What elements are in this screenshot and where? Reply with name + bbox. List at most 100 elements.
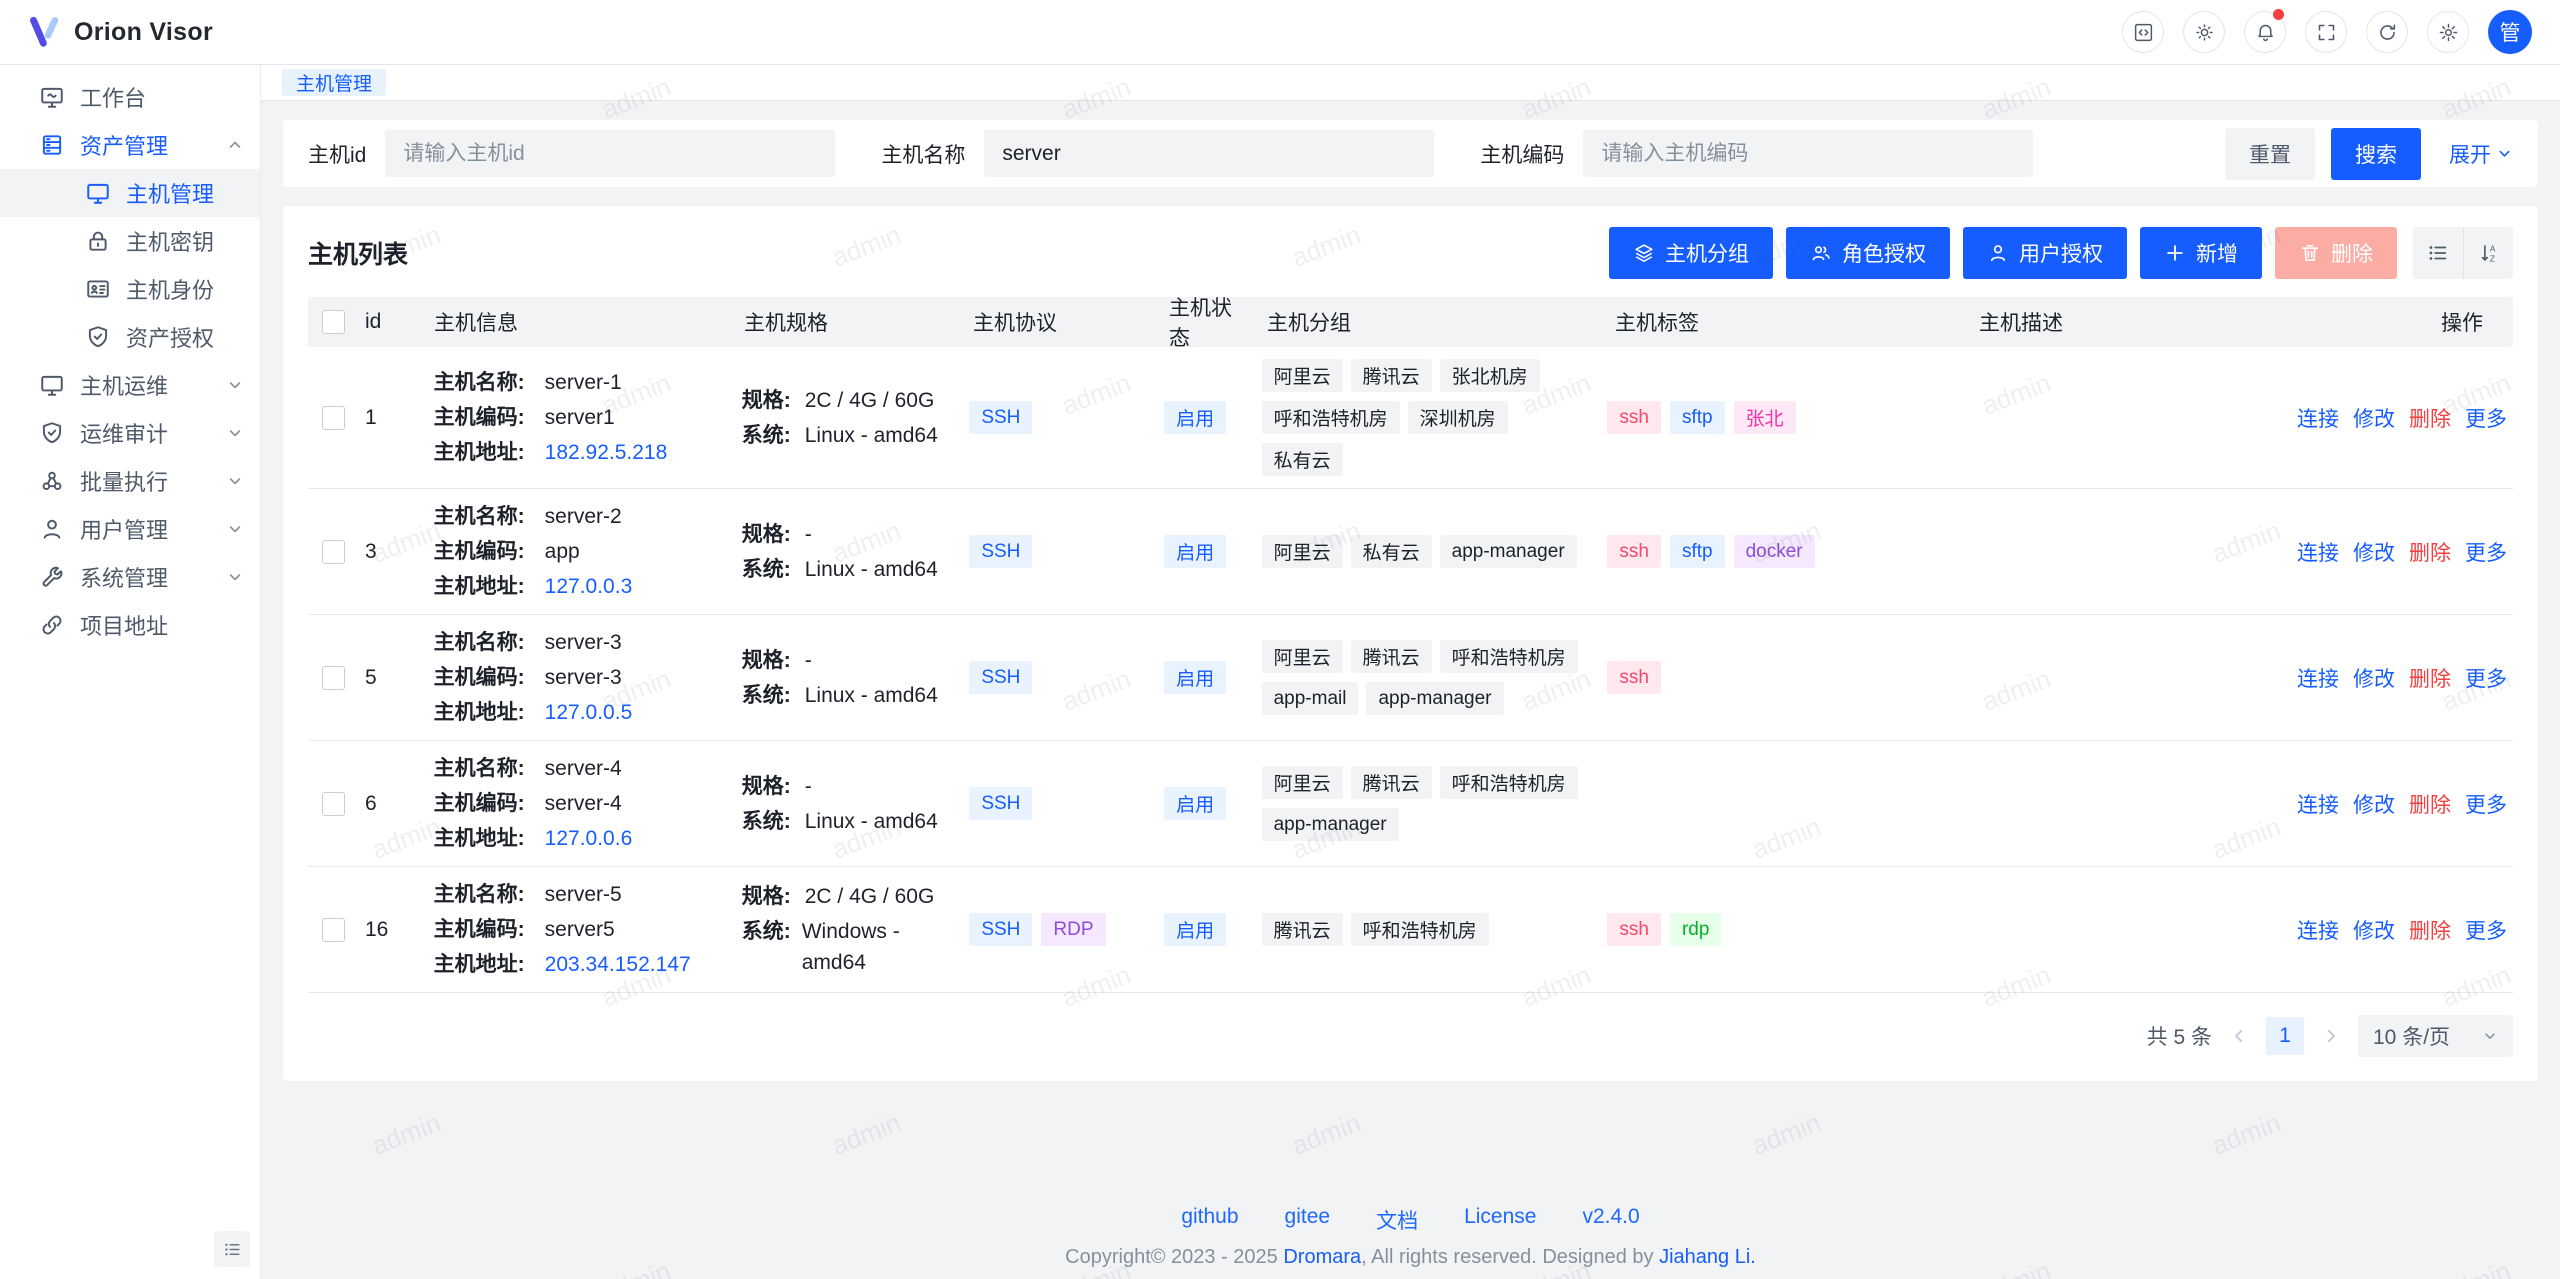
row-action-link[interactable]: 连接 bbox=[2297, 667, 2339, 691]
fullscreen-button[interactable] bbox=[2305, 11, 2347, 53]
tab-host-management[interactable]: 主机管理 bbox=[282, 69, 387, 96]
list-view-button[interactable] bbox=[2413, 227, 2463, 279]
row-action-link[interactable]: 删除 bbox=[2409, 541, 2451, 565]
sidebar-item-workbench[interactable]: 工作台 bbox=[0, 73, 260, 121]
row-action-link[interactable]: 更多 bbox=[2465, 407, 2507, 431]
host-address-link[interactable]: 203.34.152.147 bbox=[544, 953, 691, 976]
sidebar-item-host-management[interactable]: 主机管理 bbox=[0, 169, 260, 217]
sort-button[interactable] bbox=[2463, 227, 2513, 279]
dromara-link[interactable]: Dromara bbox=[1283, 1246, 1362, 1268]
code-button[interactable] bbox=[2122, 11, 2164, 53]
row-checkbox[interactable] bbox=[322, 917, 345, 942]
page-number-button[interactable]: 1 bbox=[2266, 1017, 2304, 1055]
plus-icon bbox=[2164, 242, 2186, 264]
host-name-input[interactable] bbox=[984, 130, 1435, 177]
row-action-link[interactable]: 修改 bbox=[2353, 407, 2395, 431]
notifications-button[interactable] bbox=[2244, 9, 2286, 53]
expand-link[interactable]: 展开 bbox=[2449, 139, 2513, 169]
cell-status: 启用 bbox=[1154, 535, 1251, 568]
gitee-link[interactable]: gitee bbox=[1284, 1205, 1331, 1228]
column-header-host-group: 主机分组 bbox=[1267, 312, 1351, 335]
protocol-chip: SSH bbox=[969, 787, 1033, 820]
row-action-link[interactable]: 连接 bbox=[2297, 541, 2339, 565]
row-action-link[interactable]: 删除 bbox=[2409, 919, 2451, 943]
sidebar-item-system-management[interactable]: 系统管理 bbox=[0, 553, 260, 601]
row-checkbox[interactable] bbox=[322, 665, 345, 690]
row-action-link[interactable]: 删除 bbox=[2409, 407, 2451, 431]
chevron-down-icon bbox=[226, 472, 244, 490]
sidebar-item-host-keys[interactable]: 主机密钥 bbox=[0, 217, 260, 265]
group-chip: 呼和浩特机房 bbox=[1261, 401, 1400, 434]
github-link[interactable]: github bbox=[1181, 1205, 1239, 1228]
add-button[interactable]: 新增 bbox=[2140, 227, 2262, 279]
host-code-label: 主机编码: bbox=[433, 666, 525, 689]
sidebar-item-asset-management[interactable]: 资产管理 bbox=[0, 121, 260, 169]
select-all-checkbox[interactable] bbox=[322, 310, 345, 334]
row-checkbox[interactable] bbox=[322, 539, 345, 564]
host-code-label: 主机编码: bbox=[433, 918, 525, 941]
row-action-link[interactable]: 连接 bbox=[2297, 793, 2339, 817]
sidebar-item-user-management[interactable]: 用户管理 bbox=[0, 505, 260, 553]
host-address-link[interactable]: 127.0.0.6 bbox=[544, 827, 633, 850]
theme-button[interactable] bbox=[2183, 11, 2225, 53]
host-group-button[interactable]: 主机分组 bbox=[1609, 227, 1773, 279]
delete-button[interactable]: 删除 bbox=[2275, 227, 2397, 279]
cell-protocols: SSH RDP bbox=[959, 913, 1154, 946]
user-authorization-button[interactable]: 用户授权 bbox=[1963, 227, 2127, 279]
cell-groups: 阿里云 腾讯云 呼和浩特机房 app-manager bbox=[1252, 766, 1598, 841]
row-action-link[interactable]: 修改 bbox=[2353, 793, 2395, 817]
version-link[interactable]: v2.4.0 bbox=[1582, 1205, 1640, 1228]
sidebar-item-batch-execution[interactable]: 批量执行 bbox=[0, 457, 260, 505]
row-action-link[interactable]: 更多 bbox=[2465, 919, 2507, 943]
row-checkbox[interactable] bbox=[322, 405, 345, 430]
brand[interactable]: Orion Visor bbox=[26, 14, 213, 50]
cell-tags: ssh bbox=[1597, 661, 1959, 694]
row-action-link[interactable]: 更多 bbox=[2465, 793, 2507, 817]
row-checkbox[interactable] bbox=[322, 791, 345, 816]
row-action-link[interactable]: 更多 bbox=[2465, 667, 2507, 691]
row-action-link[interactable]: 修改 bbox=[2353, 667, 2395, 691]
license-link[interactable]: License bbox=[1464, 1205, 1537, 1228]
row-action-link[interactable]: 删除 bbox=[2409, 793, 2451, 817]
trash-icon bbox=[2299, 242, 2321, 264]
row-action-link[interactable]: 删除 bbox=[2409, 667, 2451, 691]
row-action-link[interactable]: 修改 bbox=[2353, 919, 2395, 943]
previous-page-icon[interactable] bbox=[2229, 1026, 2249, 1046]
host-address-link[interactable]: 127.0.0.5 bbox=[544, 701, 633, 724]
sidebar-item-host-identity[interactable]: 主机身份 bbox=[0, 265, 260, 313]
sidebar-item-host-ops[interactable]: 主机运维 bbox=[0, 361, 260, 409]
role-authorization-button[interactable]: 角色授权 bbox=[1786, 227, 1950, 279]
sidebar-item-ops-audit[interactable]: 运维审计 bbox=[0, 409, 260, 457]
settings-button[interactable] bbox=[2427, 11, 2469, 53]
column-header-host-spec: 主机规格 bbox=[744, 312, 828, 335]
search-button[interactable]: 搜索 bbox=[2331, 127, 2421, 180]
host-name-label: 主机名称: bbox=[433, 757, 525, 780]
user-group-icon bbox=[1810, 242, 1832, 264]
row-action-link[interactable]: 连接 bbox=[2297, 407, 2339, 431]
row-action-link[interactable]: 连接 bbox=[2297, 919, 2339, 943]
sidebar-item-asset-authorization[interactable]: 资产授权 bbox=[0, 313, 260, 361]
host-code-label: 主机编码: bbox=[433, 406, 525, 429]
row-action-link[interactable]: 更多 bbox=[2465, 541, 2507, 565]
table-body: 1 主机名称: server-1 主机编码: server1 主机地址: 182.92… bbox=[308, 347, 2513, 993]
host-code-label: 主机编码: bbox=[433, 792, 525, 815]
host-address-link[interactable]: 127.0.0.3 bbox=[544, 575, 633, 598]
host-address-link[interactable]: 182.92.5.218 bbox=[544, 441, 668, 464]
host-code-input[interactable] bbox=[1583, 130, 2034, 177]
refresh-button[interactable] bbox=[2366, 11, 2408, 53]
header-actions: 管 bbox=[2122, 9, 2532, 54]
system-label: 系统: bbox=[741, 683, 791, 707]
author-link[interactable]: Jiahang Li. bbox=[1659, 1246, 1756, 1268]
group-chip: 深圳机房 bbox=[1407, 401, 1508, 434]
sidebar-collapse-button[interactable] bbox=[214, 1231, 250, 1267]
row-action-link[interactable]: 修改 bbox=[2353, 541, 2395, 565]
sort-az-icon bbox=[2478, 242, 2500, 264]
page-size-select[interactable]: 10 条/页 bbox=[2358, 1015, 2513, 1057]
sidebar-item-project-url[interactable]: 项目地址 bbox=[0, 601, 260, 649]
group-chip: 阿里云 bbox=[1261, 535, 1343, 568]
host-id-input[interactable] bbox=[385, 130, 836, 177]
docs-link[interactable]: 文档 bbox=[1376, 1210, 1419, 1233]
next-page-icon[interactable] bbox=[2321, 1026, 2341, 1046]
reset-button[interactable]: 重置 bbox=[2225, 127, 2315, 180]
user-avatar[interactable]: 管 bbox=[2488, 10, 2532, 54]
